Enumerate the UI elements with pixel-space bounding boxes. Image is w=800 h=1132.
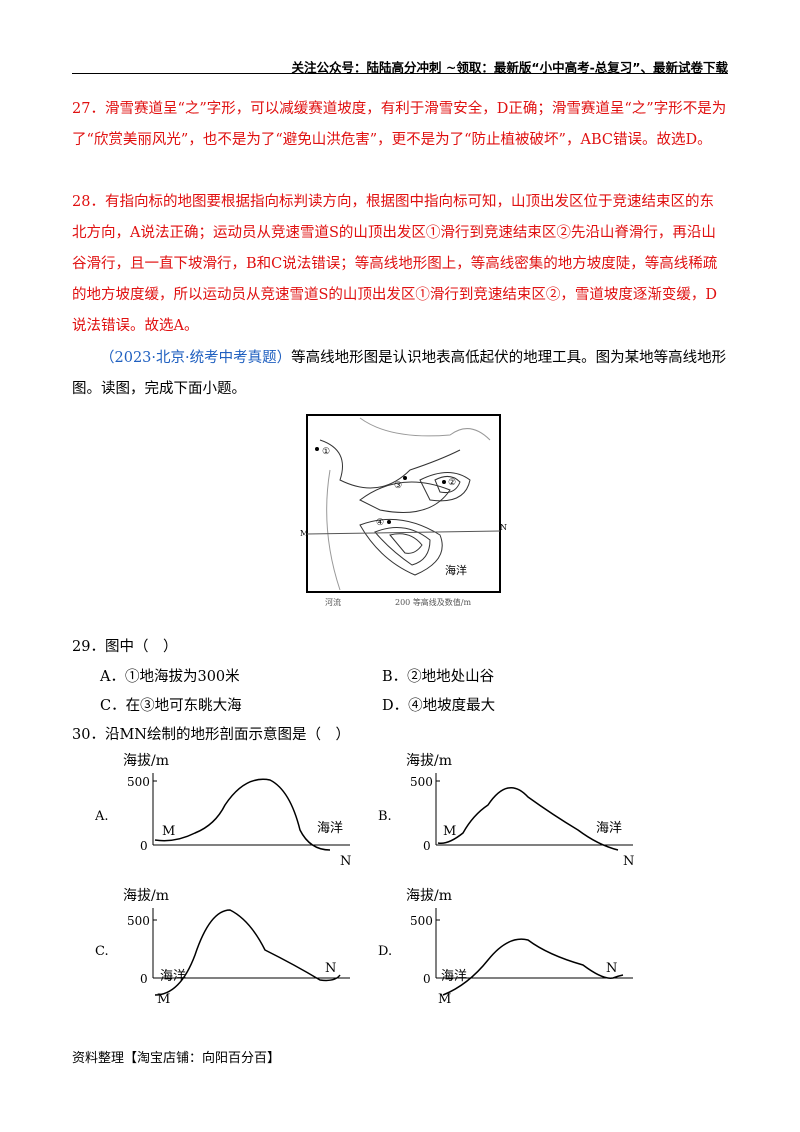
m-label: M bbox=[443, 824, 456, 839]
label-m: M bbox=[300, 529, 308, 538]
n-label: N bbox=[340, 854, 351, 869]
intro-text: 等高线地形图是认识地表高低起伏的地理工具。图为某地等高线地形图。读图，完成下面小… bbox=[72, 350, 727, 397]
q30-stem: 30．沿MN绘制的地形剖面示意图是（ ） bbox=[72, 727, 350, 743]
source-tag: （2023·北京·统考中考真题） bbox=[100, 350, 292, 366]
tick-label-500: 500 bbox=[127, 775, 150, 789]
n-label: N bbox=[606, 961, 617, 976]
option-letter: B. bbox=[378, 809, 392, 824]
answer-27: 27．滑雪赛道呈“之”字形，可以减缓赛道坡度，有利于滑雪安全，D正确；滑雪赛道呈… bbox=[72, 101, 727, 148]
option-letter: A. bbox=[95, 809, 109, 824]
profile-curve bbox=[154, 909, 341, 996]
page-footer: 资料整理【淘宝店铺：向阳百分百】 bbox=[72, 1051, 281, 1066]
m-label: M bbox=[162, 824, 175, 839]
point-1 bbox=[315, 447, 319, 451]
question-intro: （2023·北京·统考中考真题）等高线地形图是认识地表高低起伏的地理工具。图为某… bbox=[72, 343, 728, 405]
label-4: ④ bbox=[376, 518, 384, 528]
sea-label: 海洋 bbox=[441, 969, 467, 984]
option-letter: D. bbox=[378, 944, 392, 959]
label-1: ① bbox=[322, 447, 330, 457]
contour-map: ① ② ③ ④ M N 海洋 河流 200 等高线及数值/m bbox=[300, 414, 507, 607]
profile-curve bbox=[437, 787, 619, 851]
tick-label-0: 0 bbox=[423, 972, 431, 986]
n-label: N bbox=[623, 854, 634, 869]
tick-label-500: 500 bbox=[410, 775, 433, 789]
q29-option-c[interactable]: C．在③地可东眺大海 bbox=[100, 698, 242, 714]
legend-river: 河流 bbox=[325, 597, 341, 607]
answer-28: 28．有指向标的地图要根据指向标判读方向，根据图中指向标可知，山顶出发区位于竞速… bbox=[72, 194, 718, 334]
sea-label: 海洋 bbox=[317, 821, 343, 836]
tick-label-0: 0 bbox=[423, 839, 431, 853]
y-axis-label: 海拔/m bbox=[123, 753, 169, 769]
contour-line bbox=[359, 481, 451, 513]
label-2: ② bbox=[448, 478, 456, 488]
map-frame bbox=[306, 414, 501, 593]
n-label: N bbox=[325, 961, 336, 976]
q29-option-b[interactable]: B．②地地处山谷 bbox=[382, 669, 495, 685]
page-header: 关注公众号：陆陆高分冲刺 ~领取：最新版“小中高考-总复习”、最新试卷下载 bbox=[291, 60, 728, 75]
profile-option-a[interactable]: A. 海拔/m 500 0 海洋 M N bbox=[95, 745, 365, 875]
profile-curve bbox=[154, 778, 331, 851]
contour-line bbox=[419, 472, 471, 502]
profile-option-b[interactable]: B. 海拔/m 500 0 海洋 M N bbox=[378, 745, 648, 875]
y-axis-label: 海拔/m bbox=[406, 753, 452, 769]
tick-label-0: 0 bbox=[140, 972, 148, 986]
m-label: M bbox=[157, 992, 170, 1007]
river bbox=[359, 417, 491, 441]
label-3: ③ bbox=[394, 481, 402, 491]
tick-label-0: 0 bbox=[140, 839, 148, 853]
river bbox=[326, 469, 341, 591]
tick-label-500: 500 bbox=[127, 914, 150, 928]
label-n: N bbox=[500, 523, 507, 532]
q29-option-d[interactable]: D．④地坡度最大 bbox=[382, 698, 496, 714]
sea-label: 海洋 bbox=[445, 563, 467, 577]
contour-line bbox=[434, 476, 461, 493]
profile-option-c[interactable]: C. 海拔/m 500 0 海洋 M N bbox=[95, 880, 365, 1010]
y-axis-label: 海拔/m bbox=[123, 888, 169, 904]
tick-label-500: 500 bbox=[410, 914, 433, 928]
option-letter: C. bbox=[95, 944, 109, 959]
contour-line bbox=[389, 533, 423, 554]
contour-line bbox=[374, 527, 431, 566]
profile-option-d[interactable]: D. 海拔/m 500 0 海洋 M N bbox=[378, 880, 648, 1010]
sea-label: 海洋 bbox=[160, 969, 186, 984]
m-label: M bbox=[438, 992, 451, 1007]
q29-option-a[interactable]: A．①地海拔为300米 bbox=[100, 669, 240, 685]
point-4 bbox=[387, 520, 391, 524]
q29-stem: 29．图中（ ） bbox=[72, 639, 178, 655]
legend-contour: 200 等高线及数值/m bbox=[395, 597, 472, 607]
mn-line bbox=[306, 530, 501, 535]
point-3 bbox=[403, 476, 407, 480]
header-rule bbox=[72, 73, 728, 74]
profile-curve bbox=[442, 938, 624, 996]
contour-line bbox=[319, 439, 461, 489]
sea-label: 海洋 bbox=[596, 821, 622, 836]
contour-line bbox=[359, 518, 443, 576]
y-axis-label: 海拔/m bbox=[406, 888, 452, 904]
point-2 bbox=[442, 480, 446, 484]
